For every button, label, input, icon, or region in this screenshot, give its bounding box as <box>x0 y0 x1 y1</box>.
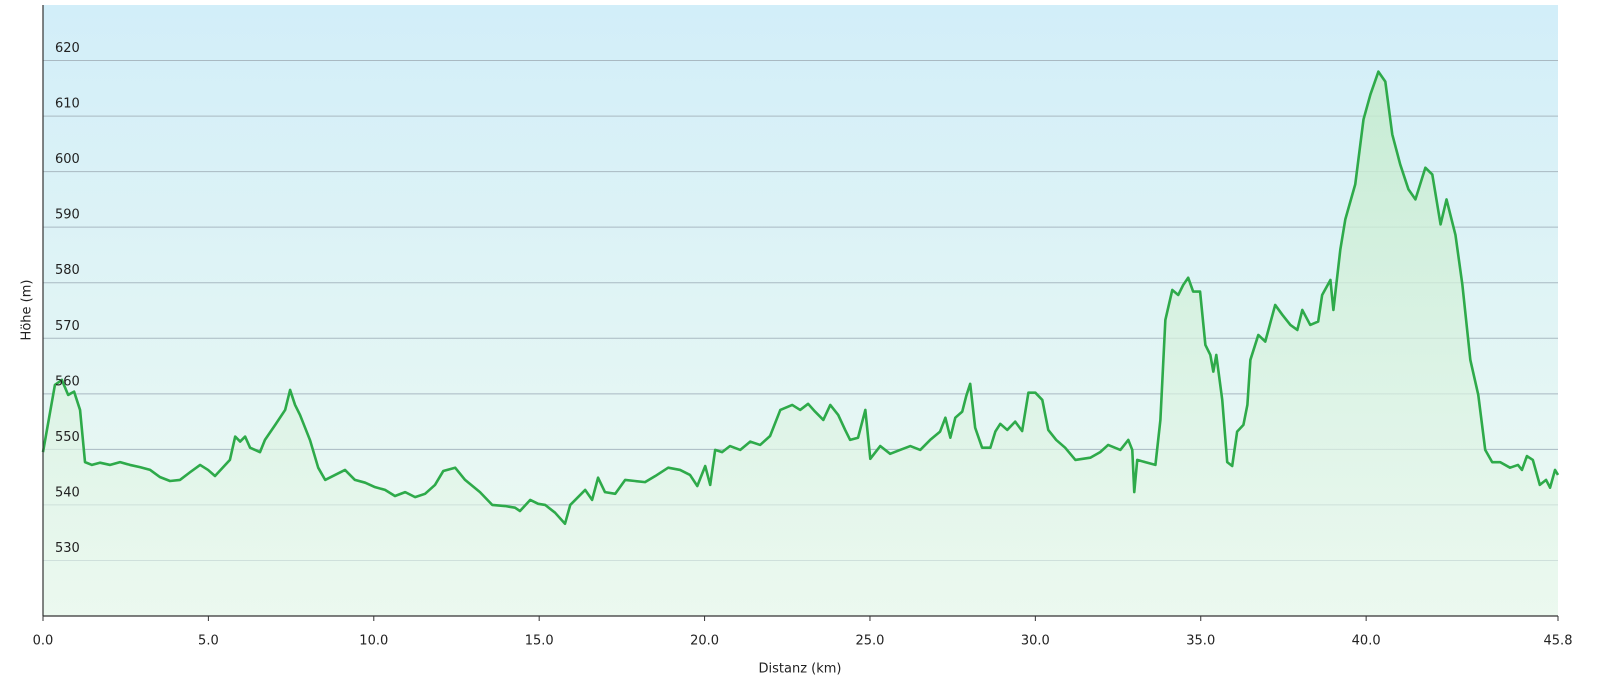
y-tick-label: 540 <box>55 485 80 500</box>
x-tick-label: 0.0 <box>33 634 54 649</box>
y-tick-label: 590 <box>55 208 80 223</box>
x-tick-label: 5.0 <box>198 634 219 649</box>
y-tick-label: 560 <box>55 374 80 389</box>
y-tick-label: 610 <box>55 97 80 112</box>
y-tick-label: 550 <box>55 430 80 445</box>
x-tick-label: 10.0 <box>359 634 388 649</box>
y-tick-label: 620 <box>55 41 80 56</box>
elevation-line <box>41 70 1560 526</box>
y-tick-label: 570 <box>55 319 80 334</box>
y-axis-title: Höhe (m) <box>20 280 35 341</box>
x-tick-label: 40.0 <box>1352 634 1381 649</box>
marks <box>41 70 1560 616</box>
y-tick-label: 600 <box>55 152 80 167</box>
x-tick-label: 30.0 <box>1021 634 1050 649</box>
area-fill <box>43 71 1558 616</box>
x-tick-label: 35.0 <box>1186 634 1215 649</box>
y-tick-label: 530 <box>55 541 80 556</box>
x-tick-label: 15.0 <box>525 634 554 649</box>
x-tick-label: 20.0 <box>690 634 719 649</box>
x-tick-label: 25.0 <box>855 634 884 649</box>
x-tick-label: 45.8 <box>1544 634 1573 649</box>
x-axis-title: Distanz (km) <box>759 662 842 677</box>
y-tick-label: 580 <box>55 263 80 278</box>
